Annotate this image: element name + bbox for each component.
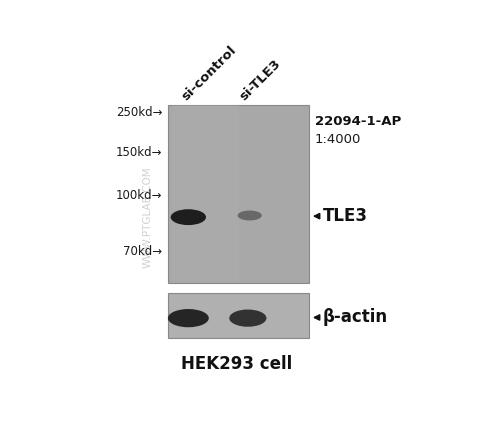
Ellipse shape xyxy=(229,310,266,327)
Text: si-TLE3: si-TLE3 xyxy=(237,57,283,103)
Text: WWW.PTGLAB.COM: WWW.PTGLAB.COM xyxy=(143,166,153,268)
Text: 22094-1-AP: 22094-1-AP xyxy=(315,115,401,128)
Text: 70kd→: 70kd→ xyxy=(123,246,162,258)
Ellipse shape xyxy=(171,209,206,225)
Ellipse shape xyxy=(168,309,209,327)
Text: TLE3: TLE3 xyxy=(323,207,368,225)
Text: HEK293 cell: HEK293 cell xyxy=(181,355,292,373)
Text: 100kd→: 100kd→ xyxy=(116,189,162,202)
Bar xyxy=(172,104,240,283)
Ellipse shape xyxy=(238,211,262,221)
Bar xyxy=(168,104,309,283)
Text: si-control: si-control xyxy=(179,43,239,103)
Text: 150kd→: 150kd→ xyxy=(116,146,162,159)
Bar xyxy=(168,293,309,338)
Text: 1:4000: 1:4000 xyxy=(315,133,361,146)
Text: 250kd→: 250kd→ xyxy=(116,106,162,120)
Text: β-actin: β-actin xyxy=(323,308,388,326)
